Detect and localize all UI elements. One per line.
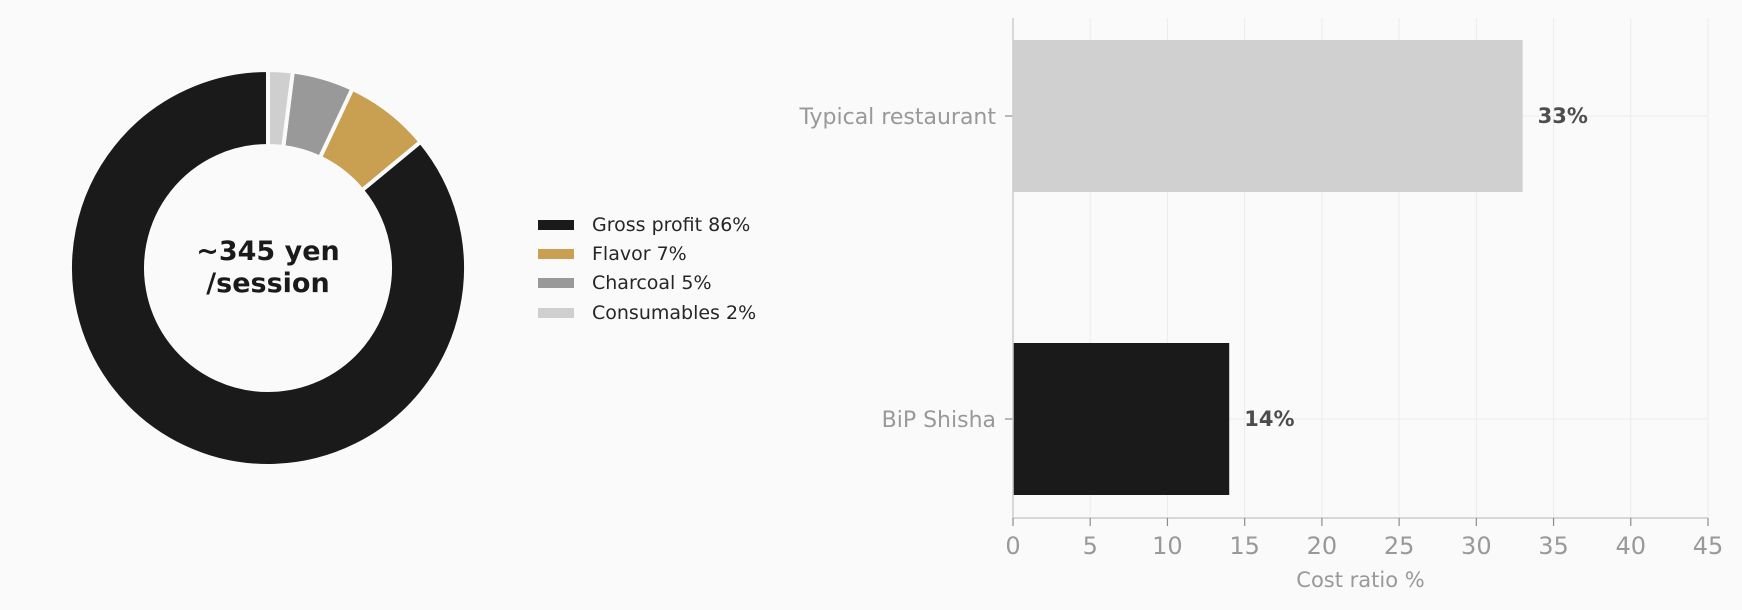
legend-item-charcoal: Charcoal 5% — [538, 269, 756, 298]
y-tick-label: BiP Shisha — [882, 408, 996, 433]
legend-swatch — [538, 219, 574, 230]
legend-label: Charcoal 5% — [592, 272, 712, 295]
legend-item-consumables: Consumables 2% — [538, 298, 756, 327]
x-tick-label: 45 — [1693, 532, 1724, 560]
legend-item-flavor: Flavor 7% — [538, 239, 756, 268]
bar-value-label: 14% — [1244, 407, 1294, 431]
x-tick-label: 5 — [1083, 532, 1098, 560]
y-tick-label: Typical restaurant — [799, 105, 997, 130]
donut-legend: Gross profit 86% Flavor 7% Charcoal 5% C… — [538, 210, 756, 327]
legend-swatch — [538, 307, 574, 318]
legend-label: Gross profit 86% — [592, 213, 751, 236]
x-tick-label: 35 — [1538, 532, 1569, 560]
bar-value-label: 33% — [1538, 104, 1588, 128]
x-tick-label: 25 — [1384, 532, 1415, 560]
legend-item-gross-profit: Gross profit 86% — [538, 210, 756, 239]
donut-center-label: ~345 yen — [196, 236, 340, 267]
donut-slice — [266, 67, 296, 150]
x-tick-label: 20 — [1307, 532, 1338, 560]
donut-center-label: /session — [206, 268, 329, 299]
x-tick-label: 15 — [1229, 532, 1260, 560]
x-tick-label: 10 — [1152, 532, 1183, 560]
bar — [1013, 40, 1523, 192]
x-axis-label: Cost ratio % — [1296, 568, 1424, 592]
x-tick-label: 0 — [1005, 532, 1020, 560]
legend-swatch — [538, 278, 574, 289]
bar — [1013, 343, 1230, 495]
donut-slice — [68, 67, 468, 468]
legend-label: Flavor 7% — [592, 242, 687, 265]
legend-swatch — [538, 248, 574, 259]
x-tick-label: 40 — [1616, 532, 1647, 560]
x-tick-label: 30 — [1461, 532, 1492, 560]
legend-label: Consumables 2% — [592, 301, 757, 324]
